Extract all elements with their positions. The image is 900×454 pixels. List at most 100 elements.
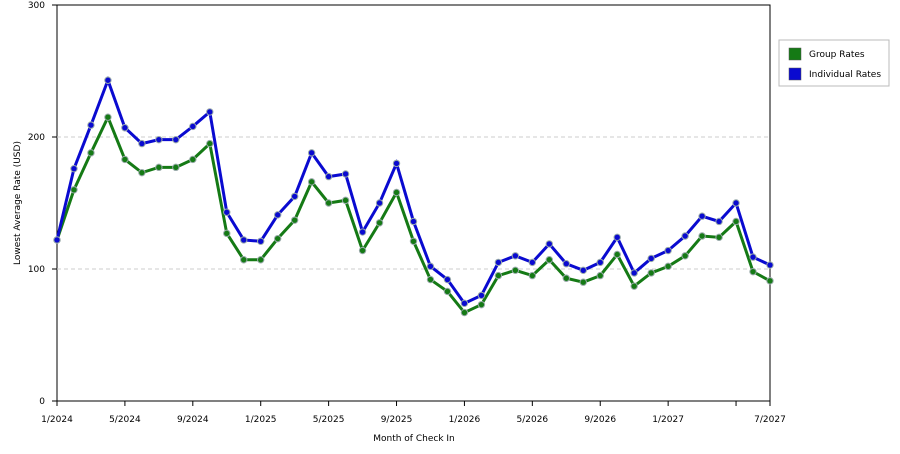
point [223,229,231,238]
point [545,240,554,248]
point [155,163,163,172]
point [358,246,367,255]
point [749,267,757,276]
x-axis-label: Month of Check In [373,434,455,444]
point [392,159,401,168]
y-tick-label: 300 [28,1,45,11]
point [749,253,757,261]
point [358,228,367,236]
x-tick-label: 9/2024 [177,415,209,425]
point [596,258,604,267]
series-line [55,113,771,315]
point [341,170,350,178]
point [681,232,689,240]
point [613,250,621,259]
y-tick-label: 200 [28,133,45,143]
point [579,278,587,286]
point [273,234,282,243]
point [375,199,384,207]
point [206,139,214,148]
x-tick-label: 1/2026 [449,415,481,425]
point [511,266,520,275]
point [443,287,452,296]
point [647,269,655,277]
legend-swatch [788,47,802,61]
legend-label: Group Rates [809,50,865,60]
point [189,155,197,164]
point [290,192,299,201]
point [732,199,740,207]
x-tick-label: 5/2024 [109,415,141,425]
point [494,271,503,280]
point [460,299,469,308]
point [70,186,78,194]
x-tick-label: 5/2025 [313,415,345,425]
y-tick-label: 0 [39,397,45,407]
point [409,237,418,245]
point [53,236,61,244]
point [324,172,333,181]
point [630,282,638,290]
point [409,217,418,226]
point [104,76,112,84]
point [460,308,469,317]
point [138,168,146,177]
point [630,269,638,277]
point [87,121,95,129]
point [172,163,180,172]
x-tick-label: 1/2024 [41,415,73,425]
point [87,149,95,157]
point [257,256,265,264]
x-tick-label: 9/2025 [381,415,413,425]
point [240,256,248,264]
point [715,233,723,242]
point [698,232,706,240]
point [562,274,570,282]
point [528,271,537,280]
point [307,149,316,157]
point [257,237,265,245]
point [715,217,723,226]
point [698,212,706,220]
point [477,300,486,309]
point [426,262,435,271]
point [511,252,520,260]
point [392,188,401,197]
point [562,260,570,268]
point [647,254,655,263]
point [307,178,316,186]
point [121,124,129,132]
point [664,262,672,271]
point [189,122,197,131]
point [290,216,299,224]
point [341,196,350,205]
point [613,233,621,242]
point [273,211,282,219]
x-tick-label: 1/2025 [245,415,277,425]
point [70,164,78,173]
x-tick-label: 9/2026 [584,415,616,425]
point [545,256,554,264]
plot-frame [56,4,771,402]
point [528,258,537,267]
point [206,108,214,116]
point [681,252,689,260]
point [138,139,146,148]
point [477,291,486,300]
point [426,275,435,284]
point [664,246,672,255]
y-tick-label: 100 [28,265,45,275]
point [766,261,774,269]
point [121,155,129,164]
x-tick-label: 7/2027 [754,415,786,425]
x-tick-label: 5/2026 [516,415,548,425]
point [104,113,112,121]
point [596,271,604,280]
point [172,135,180,144]
legend-swatch [788,67,802,81]
point [324,199,333,207]
x-tick-label: 1/2027 [652,415,684,425]
point [223,208,231,216]
point [766,277,774,285]
point [375,219,384,227]
